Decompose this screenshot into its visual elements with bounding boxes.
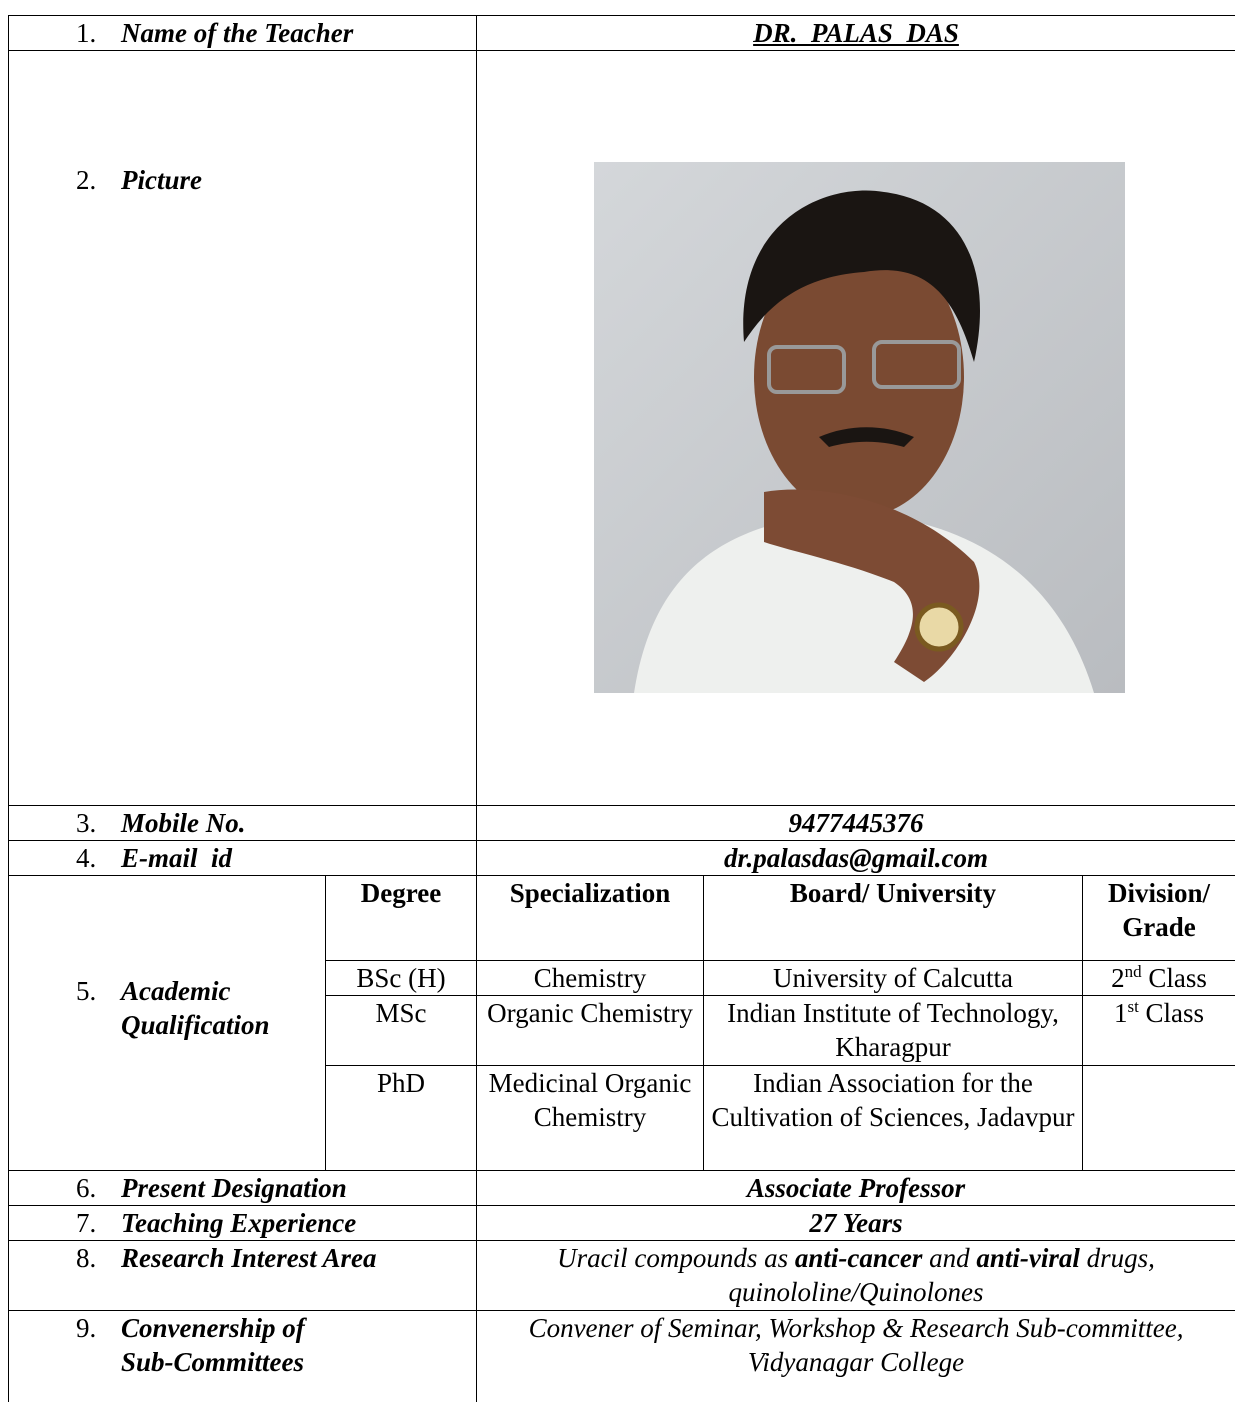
row: 4.E-mail id dr.palasdas@gmail.com [9, 841, 1235, 876]
label: Academic Qualification [121, 974, 311, 1042]
text: Uracil compounds as [557, 1243, 795, 1273]
label-cell: 8.Research Interest Area [9, 1241, 477, 1311]
label-cell: 9.Convenership of Sub-Committees [9, 1311, 477, 1402]
label-wrap: 7.Teaching Experience [9, 1206, 472, 1240]
item-number: 7. [9, 1206, 121, 1240]
label: Picture [121, 163, 202, 197]
label: Convenership of Sub-Committees [121, 1311, 351, 1379]
label: Teaching Experience [121, 1206, 356, 1240]
value: Convener of Seminar, Workshop & Research… [529, 1313, 1184, 1377]
label-wrap: 8.Research Interest Area [9, 1241, 472, 1275]
header-cell: Division/ Grade [1083, 876, 1235, 961]
label: Mobile No. [121, 806, 246, 840]
label-cell: 2.Picture [9, 51, 477, 806]
value-cell: DR. PALAS DAS [477, 16, 1235, 51]
header-cell: Board/ University [704, 876, 1083, 961]
row: 7.Teaching Experience 27 Years [9, 1206, 1235, 1241]
label: Present Designation [121, 1171, 347, 1205]
cell: BSc (H) [326, 961, 477, 996]
cell: University of Calcutta [704, 961, 1083, 996]
item-number: 2. [9, 163, 121, 197]
label-cell: 6.Present Designation [9, 1171, 477, 1206]
cell: Indian Association for the Cultivation o… [704, 1066, 1083, 1171]
item-number: 3. [9, 806, 121, 840]
profile-table: 1.Name of the Teacher DR. PALAS DAS 2.Pi… [8, 15, 1235, 1402]
value: Associate Professor [747, 1173, 965, 1203]
label-wrap: 9.Convenership of Sub-Committees [9, 1311, 472, 1379]
item-number: 6. [9, 1171, 121, 1205]
label-cell: 7.Teaching Experience [9, 1206, 477, 1241]
label-cell: 5.Academic Qualification [9, 876, 326, 1171]
label: E-mail id [121, 841, 232, 875]
value-cell: dr.palasdas@gmail.com [477, 841, 1235, 876]
label-cell: 4.E-mail id [9, 841, 477, 876]
row: 2.Picture [9, 51, 1235, 806]
photo [594, 162, 1125, 693]
cell: PhD [326, 1066, 477, 1171]
grade-cell [1083, 1066, 1235, 1171]
label-wrap: 6.Present Designation [9, 1171, 472, 1205]
label-cell: 3.Mobile No. [9, 806, 477, 841]
cell: MSc [326, 996, 477, 1066]
academic-header-row: 5.Academic Qualification Degree Speciali… [9, 876, 1235, 961]
text: Class [1139, 998, 1204, 1028]
row: 3.Mobile No. 9477445376 [9, 806, 1235, 841]
label-cell: 1.Name of the Teacher [9, 16, 477, 51]
text: and [922, 1243, 976, 1273]
cell: Indian Institute of Technology, Kharagpu… [704, 996, 1083, 1066]
value-cell: Associate Professor [477, 1171, 1235, 1206]
bold-text: anti-cancer [795, 1243, 923, 1273]
cell: Organic Chemistry [477, 996, 704, 1066]
cell: Medicinal Organic Chemistry [477, 1066, 704, 1171]
superscript: nd [1125, 962, 1142, 981]
item-number: 9. [9, 1311, 121, 1379]
value: 27 Years [809, 1208, 902, 1238]
header-cell: Degree [326, 876, 477, 961]
picture-cell [477, 51, 1235, 806]
label: Research Interest Area [121, 1241, 377, 1275]
grade-cell: 1st Class [1083, 996, 1235, 1066]
item-number: 5. [9, 974, 121, 1042]
item-number: 1. [9, 16, 121, 50]
item-number: 4. [9, 841, 121, 875]
header-cell: Specialization [477, 876, 704, 961]
cell: Chemistry [477, 961, 704, 996]
label: Name of the Teacher [121, 16, 353, 50]
grade-cell: 2nd Class [1083, 961, 1235, 996]
value-cell: 27 Years [477, 1206, 1235, 1241]
text: 2 [1111, 963, 1125, 993]
item-number: 8. [9, 1241, 121, 1275]
table-body: 1.Name of the Teacher DR. PALAS DAS 2.Pi… [9, 16, 1235, 1402]
text: Class [1142, 963, 1207, 993]
value-cell: Uracil compounds as anti-cancer and anti… [477, 1241, 1235, 1311]
value-cell: Convener of Seminar, Workshop & Research… [477, 1311, 1235, 1402]
value: 9477445376 [789, 808, 924, 838]
teacher-name: DR. PALAS DAS [753, 18, 959, 48]
row: 1.Name of the Teacher DR. PALAS DAS [9, 16, 1235, 51]
row: 6.Present Designation Associate Professor [9, 1171, 1235, 1206]
superscript: st [1127, 997, 1138, 1016]
value: dr.palasdas@gmail.com [724, 843, 988, 873]
text: 1 [1114, 998, 1128, 1028]
value-cell: 9477445376 [477, 806, 1235, 841]
bold-text: anti-viral [976, 1243, 1080, 1273]
